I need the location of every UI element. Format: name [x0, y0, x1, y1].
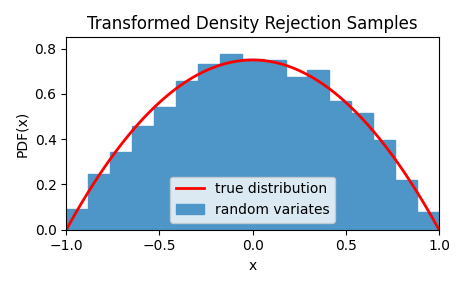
Bar	[198, 64, 220, 230]
Bar	[264, 60, 286, 230]
Bar	[351, 113, 373, 230]
Line: true distribution: true distribution	[66, 60, 439, 230]
Bar	[176, 81, 198, 230]
Bar	[110, 152, 132, 230]
true distribution	[286, 65, 292, 68]
true distribution	[64, 228, 69, 232]
Bar	[307, 70, 329, 230]
Bar	[154, 107, 176, 230]
Bar	[373, 141, 395, 230]
Bar	[329, 101, 351, 230]
X-axis label: x: x	[248, 259, 257, 273]
Title: Transformed Density Rejection Samples: Transformed Density Rejection Samples	[87, 15, 418, 33]
Bar	[66, 209, 88, 230]
true distribution	[250, 58, 255, 62]
Bar	[220, 54, 242, 230]
Y-axis label: PDF(x): PDF(x)	[15, 110, 29, 157]
true distribution	[243, 58, 248, 62]
Legend: true distribution, random variates: true distribution, random variates	[170, 177, 335, 223]
Bar	[132, 126, 154, 230]
true distribution	[436, 228, 442, 232]
Bar	[242, 59, 264, 230]
Bar	[88, 174, 110, 230]
true distribution	[370, 128, 375, 132]
true distribution	[428, 213, 433, 217]
Bar	[286, 77, 307, 230]
true distribution	[240, 59, 246, 62]
true distribution	[266, 60, 272, 63]
Bar	[417, 212, 439, 230]
Bar	[395, 180, 417, 230]
